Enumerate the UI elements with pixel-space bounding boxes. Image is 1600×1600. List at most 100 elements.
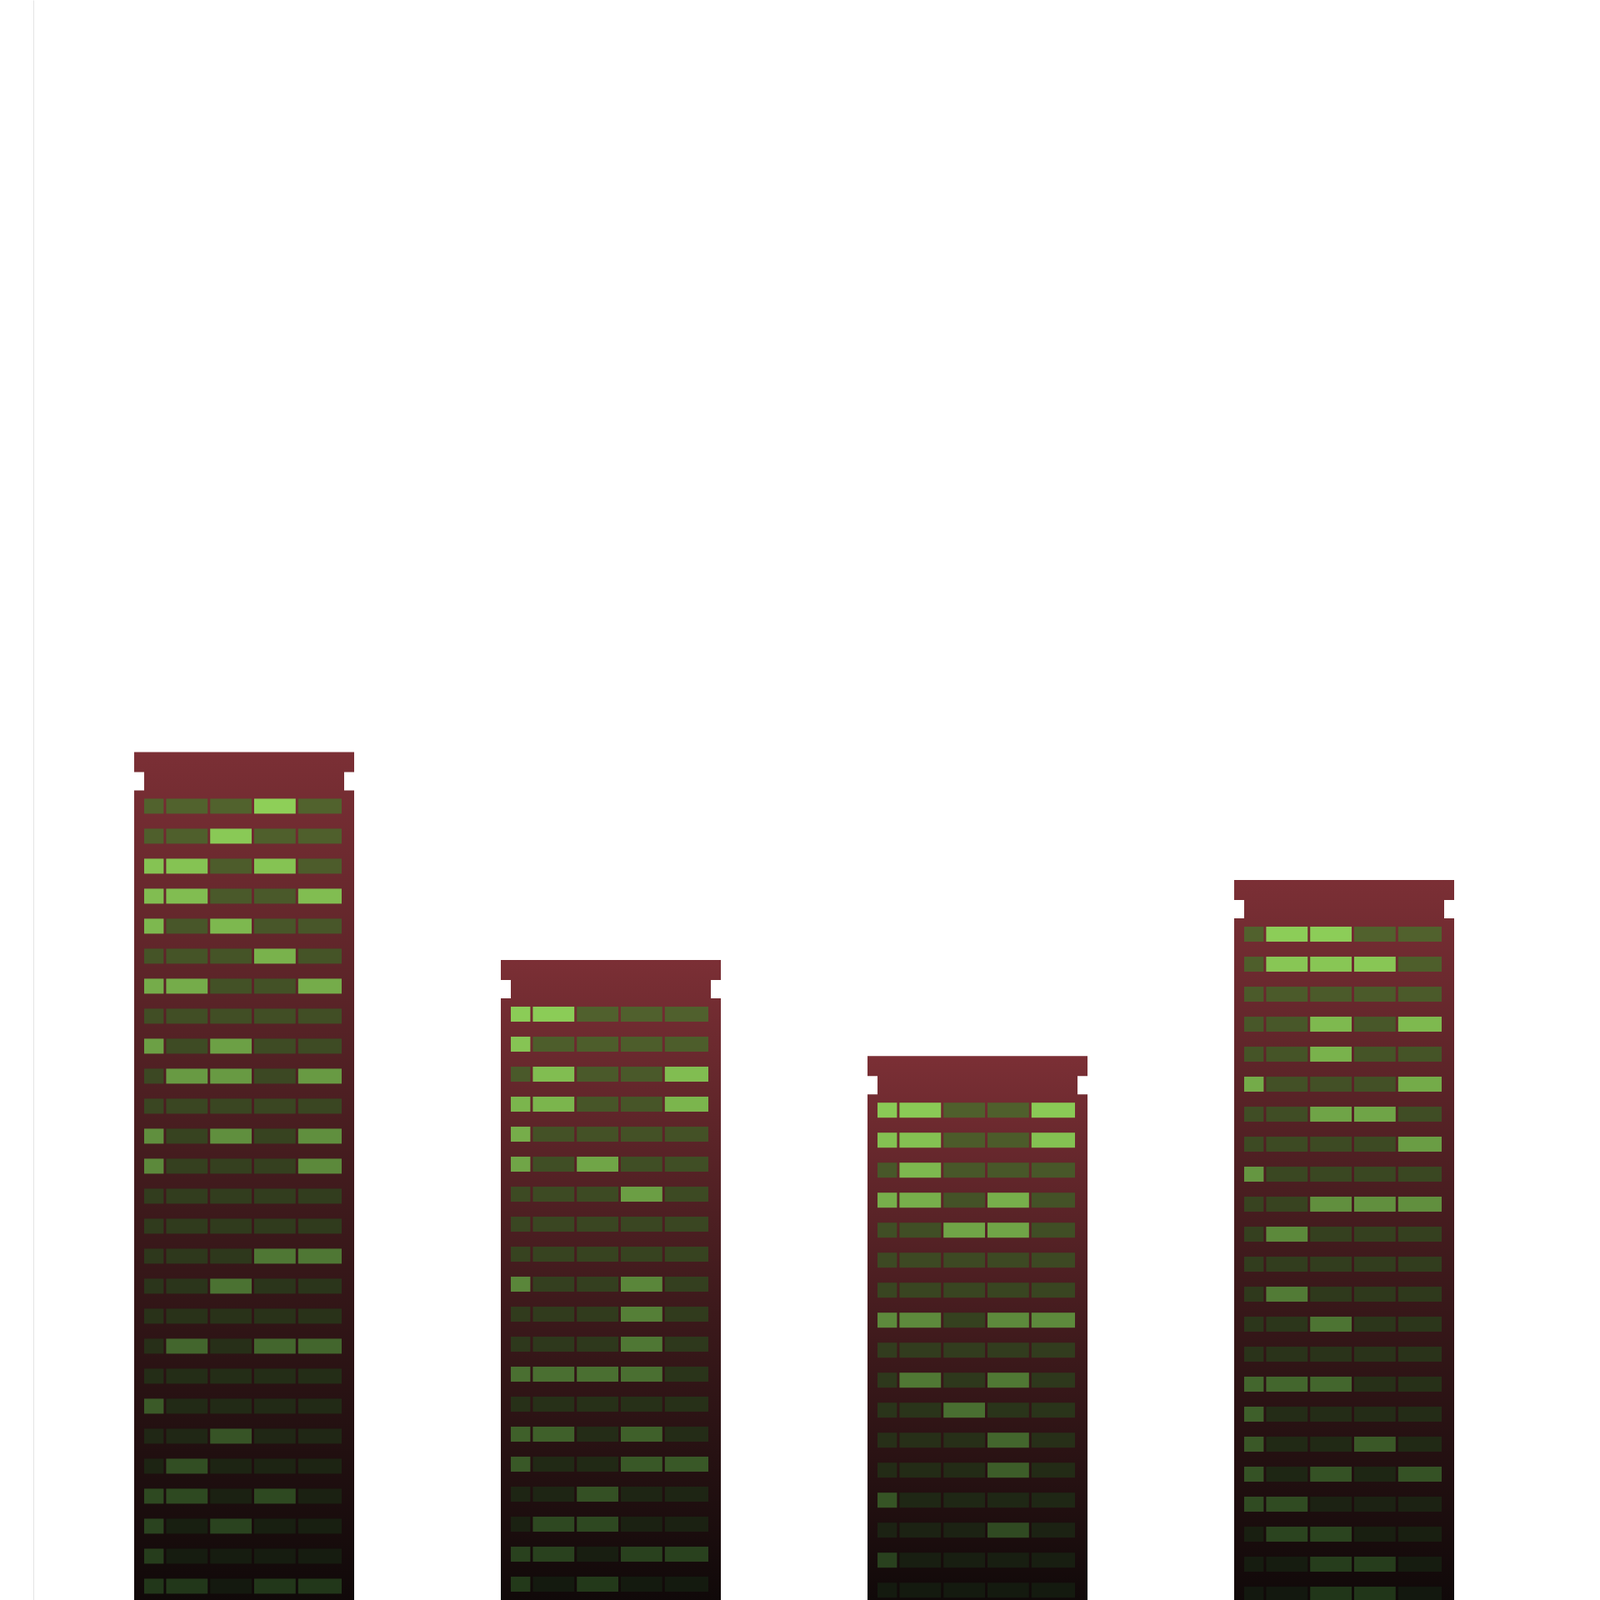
window — [1354, 1256, 1396, 1272]
window — [510, 1246, 530, 1262]
window — [1354, 986, 1396, 1002]
window — [254, 1338, 296, 1354]
window — [576, 1516, 619, 1532]
window — [165, 858, 208, 874]
window — [1310, 1046, 1352, 1062]
window — [510, 1186, 530, 1202]
window — [1310, 1406, 1352, 1422]
window — [576, 1246, 619, 1262]
window — [1310, 1556, 1352, 1572]
window — [1244, 1076, 1264, 1092]
window — [576, 1426, 619, 1442]
window — [620, 1156, 663, 1172]
window — [1244, 1346, 1264, 1362]
window — [987, 1312, 1030, 1328]
window — [144, 1578, 164, 1594]
window — [298, 1158, 342, 1174]
window — [144, 858, 164, 874]
window — [1310, 1526, 1352, 1542]
window — [1244, 1556, 1264, 1572]
window — [1398, 1166, 1442, 1182]
window — [210, 1398, 252, 1414]
window — [987, 1282, 1030, 1298]
window — [165, 1548, 208, 1564]
window — [298, 1338, 342, 1354]
window — [576, 1336, 619, 1352]
window — [298, 948, 342, 964]
window — [665, 1456, 709, 1472]
window — [1265, 1046, 1308, 1062]
window — [1398, 1286, 1442, 1302]
window — [254, 948, 296, 964]
window — [1031, 1432, 1075, 1448]
window — [1310, 1316, 1352, 1332]
window — [1244, 1196, 1264, 1212]
window — [899, 1492, 941, 1508]
window — [254, 1128, 296, 1144]
window — [1398, 1076, 1442, 1092]
window — [877, 1432, 897, 1448]
window — [1310, 1136, 1352, 1152]
window — [1031, 1282, 1075, 1298]
window — [899, 1432, 941, 1448]
window — [877, 1192, 897, 1208]
window — [1031, 1462, 1075, 1478]
window — [899, 1162, 941, 1178]
window — [254, 1578, 296, 1594]
window — [1398, 1196, 1442, 1212]
window — [943, 1432, 985, 1448]
window — [943, 1372, 985, 1388]
window — [620, 1306, 663, 1322]
window — [1265, 956, 1308, 972]
window — [1354, 1226, 1396, 1242]
window — [1265, 1256, 1308, 1272]
window — [510, 1276, 530, 1292]
window — [987, 1432, 1030, 1448]
window — [1398, 1466, 1442, 1482]
window — [877, 1582, 897, 1598]
window — [899, 1342, 941, 1358]
window — [510, 1366, 530, 1382]
window — [165, 1308, 208, 1324]
window — [254, 1278, 296, 1294]
window — [1265, 1496, 1308, 1512]
window — [298, 1128, 342, 1144]
window — [877, 1222, 897, 1238]
window — [254, 978, 296, 994]
window — [877, 1342, 897, 1358]
window — [1244, 1526, 1264, 1542]
window — [532, 1126, 575, 1142]
window — [144, 1398, 164, 1414]
window — [510, 1096, 530, 1112]
window — [1398, 1016, 1442, 1032]
window — [510, 1036, 530, 1052]
window — [1398, 1106, 1442, 1122]
window — [165, 1578, 208, 1594]
window — [1354, 1316, 1396, 1332]
window — [1398, 1526, 1442, 1542]
window — [1398, 1586, 1442, 1600]
window — [1354, 926, 1396, 942]
window — [210, 1098, 252, 1114]
window — [1310, 1286, 1352, 1302]
window — [987, 1162, 1030, 1178]
window — [532, 1426, 575, 1442]
window — [1265, 1316, 1308, 1332]
window — [1310, 926, 1352, 942]
window — [1310, 1256, 1352, 1272]
window — [987, 1552, 1030, 1568]
window — [144, 918, 164, 934]
window — [1265, 1136, 1308, 1152]
window — [899, 1582, 941, 1598]
window — [210, 948, 252, 964]
bar — [134, 751, 355, 1600]
window — [532, 1306, 575, 1322]
window — [1398, 926, 1442, 942]
window — [1354, 1196, 1396, 1212]
window — [298, 1068, 342, 1084]
window — [1310, 1226, 1352, 1242]
window — [165, 1488, 208, 1504]
window — [210, 888, 252, 904]
window — [210, 978, 252, 994]
window — [210, 1488, 252, 1504]
